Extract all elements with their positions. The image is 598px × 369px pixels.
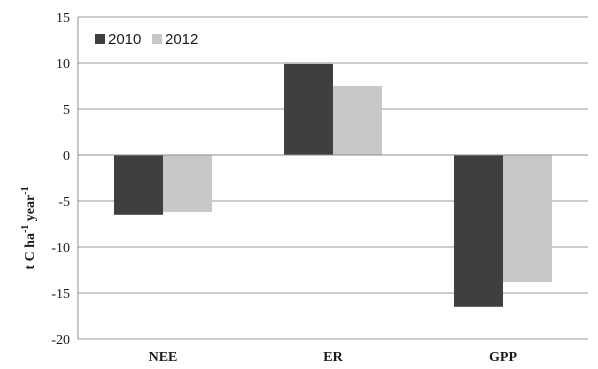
bar-er-2012 <box>333 86 382 155</box>
y-tick-label: 10 <box>56 57 70 72</box>
y-tick-label: 15 <box>56 11 70 26</box>
y-tick-label: 0 <box>63 149 70 164</box>
legend-label-2010: 2010 <box>108 31 141 48</box>
bars <box>114 63 552 307</box>
y-tick-label: -20 <box>51 333 70 348</box>
y-tick-label: -10 <box>51 241 70 256</box>
legend-swatch-2012 <box>152 34 162 44</box>
x-category-label: GPP <box>489 350 517 365</box>
y-tick-label: -5 <box>58 195 70 210</box>
y-tick-label: 5 <box>63 103 70 118</box>
bar-nee-2010 <box>114 155 163 215</box>
y-tick-label: -15 <box>51 287 70 302</box>
bar-nee-2012 <box>163 155 212 213</box>
bar-gpp-2012 <box>503 155 552 282</box>
bar-er-2010 <box>284 63 333 155</box>
x-category-label: ER <box>323 350 343 365</box>
x-category-label: NEE <box>149 350 178 365</box>
y-axis-label: t C ha-1 year-1 <box>20 186 38 269</box>
legend-swatch-2010 <box>95 34 105 44</box>
legend: 2010 2012 <box>95 31 198 48</box>
bar-gpp-2010 <box>454 155 503 307</box>
x-axis-category-labels: NEE ER GPP <box>149 350 518 365</box>
y-axis-tick-labels: 15 10 5 0 -5 -10 -15 -20 <box>51 11 70 348</box>
legend-label-2012: 2012 <box>165 31 198 48</box>
